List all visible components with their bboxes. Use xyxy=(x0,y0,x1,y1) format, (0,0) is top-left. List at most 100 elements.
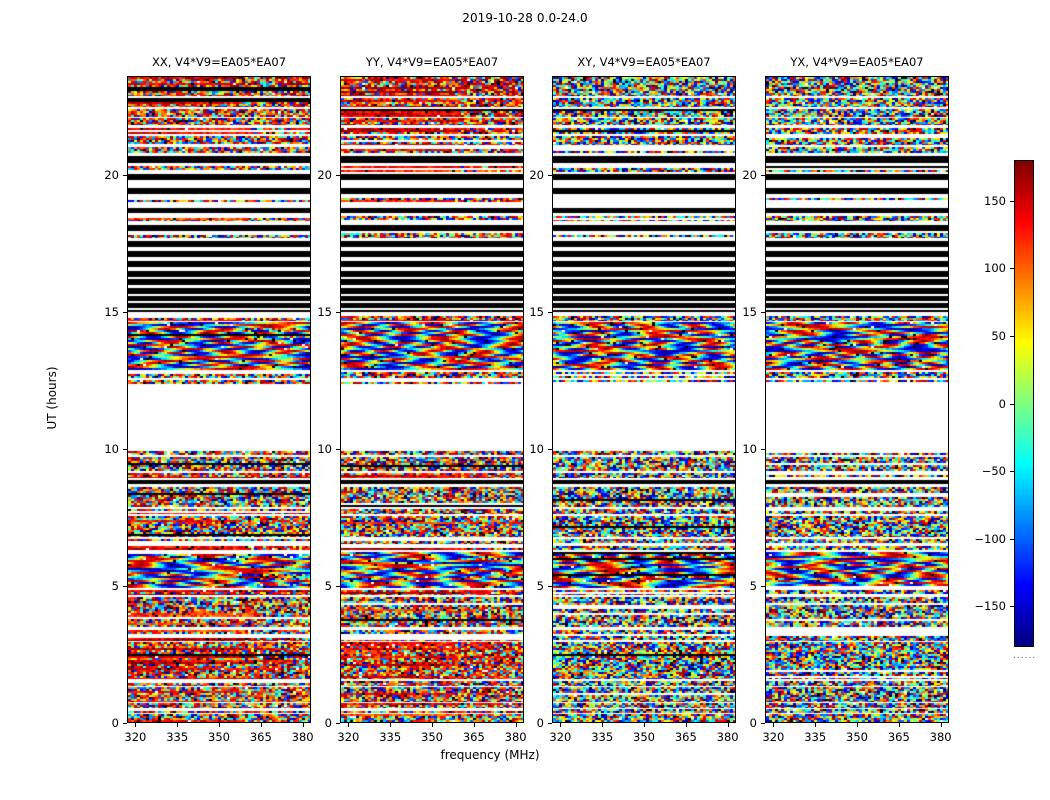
x-tick-label: 335 xyxy=(379,730,402,744)
y-tick-label: 5 xyxy=(324,578,332,593)
x-tick-label: 365 xyxy=(462,730,485,744)
x-tickmark xyxy=(474,723,475,727)
colorbar-tickmark xyxy=(1010,201,1014,202)
x-tickmark xyxy=(261,723,262,727)
y-tickmark xyxy=(336,723,340,724)
x-tick-label: 335 xyxy=(166,730,189,744)
y-tick-label: 20 xyxy=(529,167,544,182)
x-tick-label: 335 xyxy=(804,730,827,744)
y-tick-label: 15 xyxy=(317,304,332,319)
y-tickmark xyxy=(548,312,552,313)
x-tickmark xyxy=(728,723,729,727)
x-tickmark xyxy=(348,723,349,727)
y-tickmark xyxy=(336,312,340,313)
y-tick-label: 10 xyxy=(529,441,544,456)
panel-title-xx: XX, V4*V9=EA05*EA07 xyxy=(151,55,287,69)
colorbar-tick-label: 100 xyxy=(984,261,1006,276)
y-tick-label: 0 xyxy=(749,716,757,730)
x-tickmark xyxy=(303,723,304,727)
figure-suptitle: 2019-10-28 0.0-24.0 xyxy=(462,11,588,25)
y-tickmark xyxy=(336,175,340,176)
y-tickmark xyxy=(548,586,552,587)
x-tickmark xyxy=(686,723,687,727)
y-tickmark xyxy=(761,175,765,176)
x-tick-label: 365 xyxy=(674,730,697,744)
colorbar-tickmark xyxy=(1010,268,1014,269)
x-tick-label: 380 xyxy=(291,730,314,744)
x-tickmark xyxy=(219,723,220,727)
colorbar-tickmark xyxy=(1010,336,1014,337)
x-tickmark xyxy=(432,723,433,727)
waterfall-panel-xx[interactable] xyxy=(127,76,311,723)
waterfall-image-yy xyxy=(341,77,523,722)
colorbar-canvas xyxy=(1015,161,1033,646)
x-tick-label: 320 xyxy=(762,730,785,744)
x-tickmark xyxy=(644,723,645,727)
waterfall-image-xy xyxy=(553,77,735,722)
y-tick-label: 0 xyxy=(324,716,332,730)
y-tickmark xyxy=(548,175,552,176)
colorbar-tick-label: 150 xyxy=(984,193,1006,208)
y-tick-label: 15 xyxy=(529,304,544,319)
y-tick-label: 5 xyxy=(749,578,757,593)
colorbar-tick-label: 50 xyxy=(991,328,1006,343)
x-tickmark xyxy=(135,723,136,727)
x-tick-label: 335 xyxy=(591,730,614,744)
y-tickmark xyxy=(123,175,127,176)
y-tick-label: 10 xyxy=(742,441,757,456)
x-tickmark xyxy=(602,723,603,727)
y-tick-label: 20 xyxy=(742,167,757,182)
x-tickmark xyxy=(857,723,858,727)
colorbar-tickmark xyxy=(1010,606,1014,607)
waterfall-panel-yy[interactable] xyxy=(340,76,524,723)
x-tick-label: 380 xyxy=(504,730,527,744)
y-axis-label: UT (hours) xyxy=(45,365,59,430)
y-tickmark xyxy=(761,586,765,587)
y-tickmark xyxy=(548,723,552,724)
y-tick-label: 20 xyxy=(104,167,119,182)
x-tickmark xyxy=(941,723,942,727)
x-tick-label: 350 xyxy=(421,730,443,744)
x-tick-label: 380 xyxy=(929,730,952,744)
x-tick-label: 350 xyxy=(208,730,230,744)
y-tick-label: 20 xyxy=(317,167,332,182)
colorbar-tick-label: −50 xyxy=(981,464,1006,479)
y-tickmark xyxy=(336,449,340,450)
y-tick-label: 5 xyxy=(111,578,119,593)
y-tickmark xyxy=(761,449,765,450)
y-tick-label: 15 xyxy=(104,304,119,319)
y-tickmark xyxy=(336,586,340,587)
x-tick-label: 350 xyxy=(633,730,655,744)
colorbar-tickmark xyxy=(1010,539,1014,540)
colorbar[interactable] xyxy=(1014,160,1034,647)
panel-title-yx: YX, V4*V9=EA05*EA07 xyxy=(790,55,924,69)
y-tickmark xyxy=(123,723,127,724)
panel-title-xy: XY, V4*V9=EA05*EA07 xyxy=(577,55,711,69)
waterfall-panel-xy[interactable] xyxy=(552,76,736,723)
x-tickmark xyxy=(773,723,774,727)
x-tick-label: 365 xyxy=(887,730,910,744)
x-axis-label: frequency (MHz) xyxy=(440,748,540,762)
colorbar-tick-label: 0 xyxy=(998,396,1006,411)
y-tickmark xyxy=(548,449,552,450)
x-tick-label: 320 xyxy=(337,730,360,744)
waterfall-panel-yx[interactable] xyxy=(765,76,949,723)
x-tick-label: 380 xyxy=(716,730,739,744)
y-tickmark xyxy=(761,723,765,724)
waterfall-image-xx xyxy=(128,77,310,722)
colorbar-tickmark xyxy=(1010,404,1014,405)
y-tick-label: 5 xyxy=(536,578,544,593)
y-tick-label: 10 xyxy=(104,441,119,456)
waterfall-image-yx xyxy=(766,77,948,722)
x-tick-label: 320 xyxy=(549,730,572,744)
x-tick-label: 365 xyxy=(249,730,272,744)
y-tickmark xyxy=(123,449,127,450)
y-tick-label: 0 xyxy=(111,716,119,730)
y-tick-label: 15 xyxy=(742,304,757,319)
y-tickmark xyxy=(761,312,765,313)
colorbar-tick-label: −100 xyxy=(974,531,1006,546)
y-tickmark xyxy=(123,312,127,313)
x-tickmark xyxy=(899,723,900,727)
colorbar-tick-label: −150 xyxy=(974,599,1006,614)
